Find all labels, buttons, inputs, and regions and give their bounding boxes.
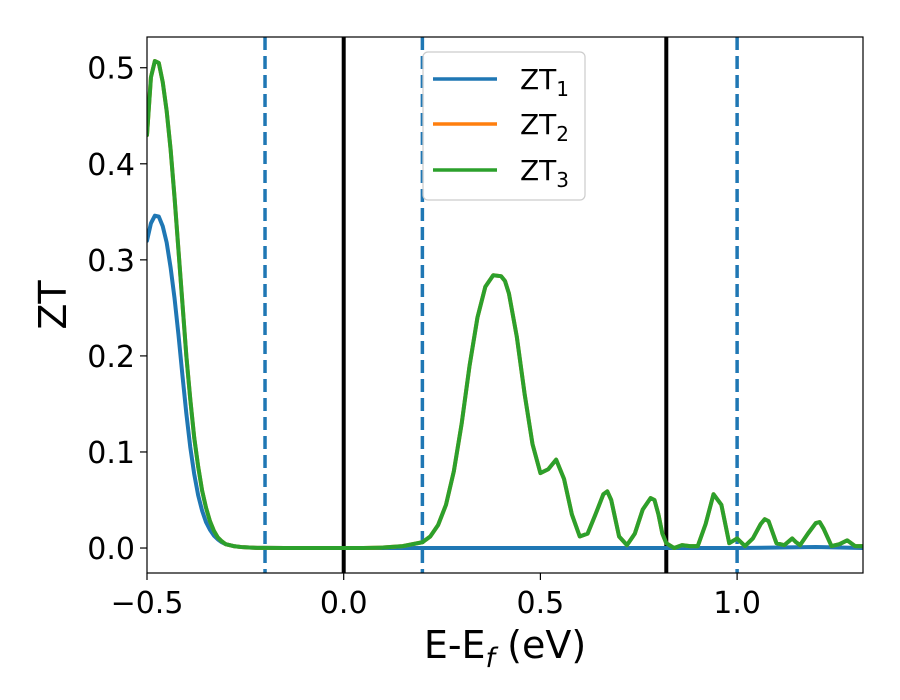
legend-zt3-sub: 3	[556, 168, 569, 192]
x-axis-label: E-Ef (eV)	[424, 623, 586, 674]
x-tick-label: −0.5	[111, 586, 184, 621]
legend-label-zt1: ZT1	[520, 63, 569, 101]
series-line-zt1	[147, 213, 863, 551]
x-axis-label-main: E-E	[424, 623, 486, 667]
legend-zt2-base: ZT	[520, 108, 557, 141]
y-tick-label: 0.5	[87, 52, 135, 87]
legend-zt1-sub: 1	[556, 77, 569, 101]
y-tick-label: 0.1	[87, 436, 135, 471]
x-tick-label: 1.0	[713, 586, 761, 621]
legend-label-zt2: ZT2	[520, 108, 569, 146]
y-tick-label: 0.2	[87, 340, 135, 375]
x-tick-label: 0.0	[320, 586, 368, 621]
reference-lines	[263, 37, 739, 573]
x-axis-ticks: −0.5 0.0 0.5 1.0	[111, 573, 761, 621]
y-axis-label: ZT	[31, 280, 75, 330]
legend-label-zt3: ZT3	[520, 154, 569, 192]
y-axis-ticks: 0.0 0.1 0.2 0.3 0.4 0.5	[87, 52, 147, 567]
legend-zt2-sub: 2	[556, 122, 569, 146]
legend-zt1-base: ZT	[520, 63, 557, 96]
y-tick-label: 0.4	[87, 148, 135, 183]
series-line-zt3	[147, 59, 863, 551]
series-lines	[147, 59, 863, 551]
legend: ZT1 ZT2 ZT3	[422, 51, 586, 201]
y-tick-label: 0.0	[87, 532, 135, 567]
plot-frame	[146, 36, 864, 574]
x-axis-label-suffix: (eV)	[495, 623, 586, 667]
x-tick-label: 0.5	[517, 586, 565, 621]
legend-zt3-base: ZT	[520, 154, 557, 187]
y-tick-label: 0.3	[87, 244, 135, 279]
legend-box	[422, 51, 586, 201]
